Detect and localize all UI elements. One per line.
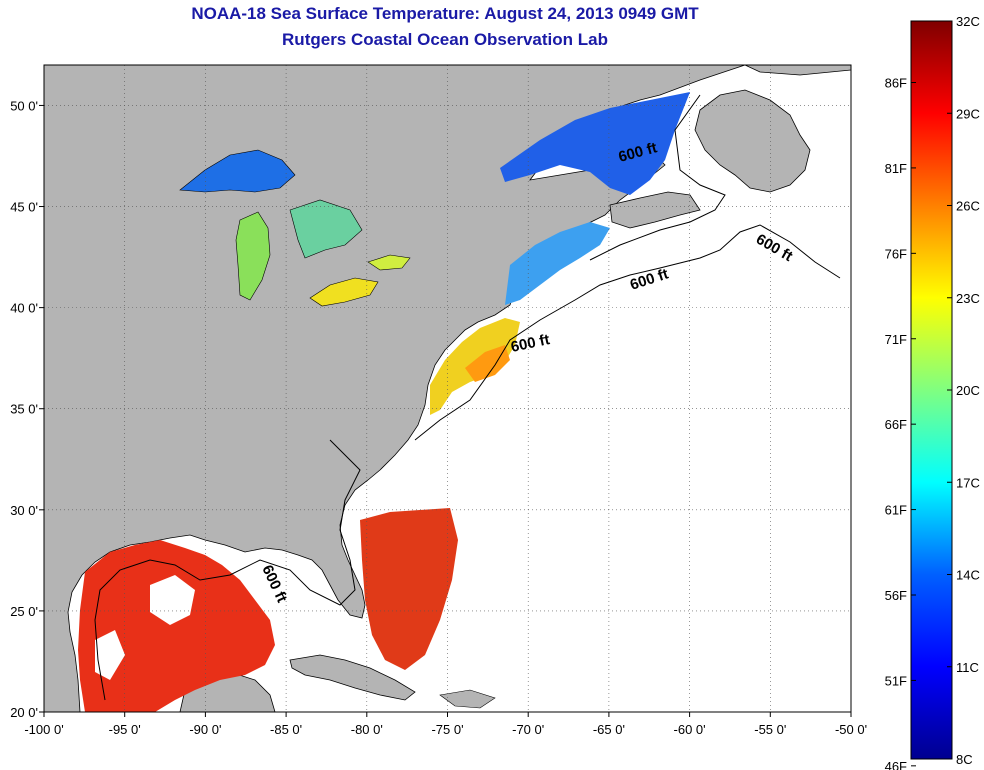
gulf-of-maine-sst bbox=[505, 222, 610, 305]
colorbar-f-label: 56F bbox=[885, 588, 907, 603]
isobath-600ft-shelf bbox=[589, 94, 726, 261]
map-subtitle: Rutgers Coastal Ocean Observation Lab bbox=[282, 30, 608, 49]
gulf-no-data-patch-2 bbox=[95, 630, 125, 680]
lake-huron-sst bbox=[289, 199, 363, 259]
colorbar-f-label: 51F bbox=[885, 673, 907, 688]
colorbar-c-label: 23C bbox=[956, 291, 980, 306]
lon-tick-label: -50 0' bbox=[835, 722, 867, 737]
colorbar-c-label: 26C bbox=[956, 199, 980, 214]
colorbar-f-label: 81F bbox=[885, 161, 907, 176]
colorbar-f-label: 71F bbox=[885, 332, 907, 347]
lon-tick-label: -60 0' bbox=[674, 722, 706, 737]
mid-atlantic-warm-sst bbox=[465, 345, 510, 382]
land-cuba bbox=[289, 654, 416, 701]
lon-tick-label: -90 0' bbox=[189, 722, 221, 737]
lat-tick-label: 35 0' bbox=[10, 402, 38, 417]
isobath-600ft bbox=[94, 439, 361, 701]
longitude-axis: -100 0' -95 0' -90 0' -85 0' -80 0' -75 0' -70… bbox=[24, 712, 867, 737]
lake-superior-sst bbox=[179, 149, 296, 193]
graticule bbox=[44, 65, 851, 712]
colorbar-c-label: 29C bbox=[956, 106, 980, 121]
colorbar-c-label: 32C bbox=[956, 14, 980, 29]
lat-tick-label: 30 0' bbox=[10, 503, 38, 518]
lon-tick-label: -75 0' bbox=[431, 722, 463, 737]
colorbar-labels: 32C 29C 26C 23C 20C 17C 14C 11C 8C 86F 81F 76F 71F 66… bbox=[885, 14, 980, 770]
lake-michigan-sst bbox=[235, 211, 271, 301]
map-title: NOAA-18 Sea Surface Temperature: August … bbox=[191, 4, 699, 23]
lake-ontario-sst bbox=[367, 254, 411, 271]
colorbar-c-label: 17C bbox=[956, 475, 980, 490]
lat-tick-label: 40 0' bbox=[10, 301, 38, 316]
colorbar-f-label: 86F bbox=[885, 76, 907, 91]
colorbar bbox=[910, 20, 953, 760]
lon-tick-label: -95 0' bbox=[109, 722, 141, 737]
land-newfoundland bbox=[694, 89, 811, 193]
gulf-stream-sst bbox=[360, 508, 458, 670]
colorbar-f-label: 66F bbox=[885, 417, 907, 432]
land-nova-scotia bbox=[609, 191, 701, 229]
colorbar-c-label: 11C bbox=[956, 660, 979, 675]
lon-tick-label: -70 0' bbox=[512, 722, 544, 737]
lon-tick-label: -80 0' bbox=[351, 722, 383, 737]
lat-tick-label: 50 0' bbox=[10, 98, 38, 113]
lon-tick-label: -100 0' bbox=[24, 722, 63, 737]
lat-tick-label: 20 0' bbox=[10, 705, 38, 720]
st-lawrence-sst bbox=[500, 92, 690, 195]
gulf-of-mexico-sst bbox=[78, 540, 275, 712]
latitude-axis: 50 0' 45 0' 40 0' 35 0' 30 0' 25 0' 20 0' bbox=[10, 98, 44, 720]
colorbar-f-label: 61F bbox=[885, 503, 907, 518]
colorbar-f-label: 76F bbox=[885, 246, 907, 261]
lat-tick-label: 25 0' bbox=[10, 604, 38, 619]
colorbar-c-label: 8C bbox=[956, 752, 973, 767]
colorbar-c-label: 20C bbox=[956, 383, 980, 398]
colorbar-f-label: 46F bbox=[885, 759, 907, 770]
lake-erie-sst bbox=[309, 277, 379, 307]
gulf-no-data-patch bbox=[150, 575, 195, 625]
isobath-600ft-north bbox=[414, 224, 841, 441]
lon-tick-label: -65 0' bbox=[593, 722, 625, 737]
lon-tick-label: -55 0' bbox=[754, 722, 786, 737]
colorbar-c-label: 14C bbox=[956, 568, 980, 583]
lat-tick-label: 45 0' bbox=[10, 200, 38, 215]
lon-tick-label: -85 0' bbox=[270, 722, 302, 737]
land-labrador bbox=[744, 65, 851, 76]
land-hispaniola bbox=[439, 689, 496, 709]
